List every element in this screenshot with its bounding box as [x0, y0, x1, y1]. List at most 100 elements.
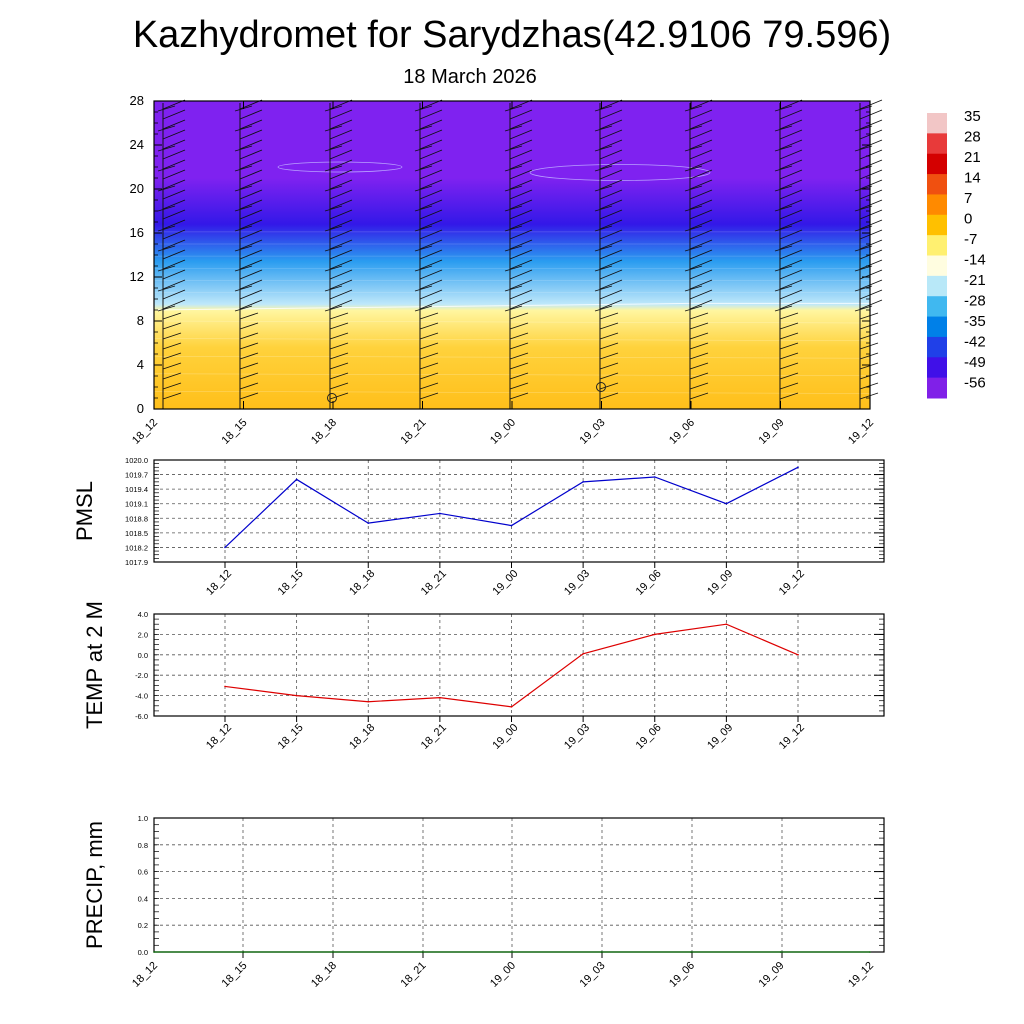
wind-barb — [689, 289, 713, 300]
wind-barb — [599, 199, 623, 210]
wind-barb — [779, 149, 803, 160]
wind-barb — [239, 259, 263, 270]
y-tick-label: 1018.2 — [125, 543, 148, 552]
contour-line — [153, 320, 871, 324]
data-point — [367, 700, 370, 703]
wind-barb — [689, 199, 713, 210]
wind-barb — [779, 139, 803, 150]
wind-barb — [689, 149, 713, 160]
wind-barb — [599, 179, 623, 190]
colorbar-label: -49 — [964, 354, 986, 371]
wind-barb — [329, 119, 353, 130]
colorbar-swatch — [927, 316, 947, 338]
panel-border — [153, 459, 885, 563]
wind-barb — [162, 299, 186, 310]
wind-barb — [594, 185, 613, 192]
y-tick-label: 2.0 — [138, 630, 148, 639]
wind-barb — [419, 149, 443, 160]
y-tick-label: 0.0 — [138, 651, 148, 660]
x-tick-label: 19_00 — [488, 960, 518, 990]
wind-barb — [329, 342, 349, 350]
wind-barb — [504, 185, 523, 192]
wind-barb — [162, 149, 186, 160]
x-tick-label: 18_21 — [399, 960, 429, 990]
y-tick-label: 8 — [137, 313, 144, 328]
colorbar-swatch — [927, 275, 947, 297]
wind-barb — [859, 169, 883, 180]
chart-title: Kazhydromet for Sarydzhas(42.9106 79.596… — [132, 14, 892, 56]
colorbar-swatch — [927, 336, 947, 358]
wind-barb — [419, 119, 443, 130]
wind-barb — [689, 159, 713, 170]
wind-barb — [239, 372, 259, 380]
wind-barb — [324, 245, 343, 252]
wind-barb — [509, 169, 533, 180]
x-tick-label: 19_03 — [562, 722, 592, 752]
colorbar-swatch — [927, 113, 947, 134]
wind-barb — [689, 362, 709, 370]
x-tick-label: 19_03 — [578, 417, 608, 447]
wind-barb — [234, 185, 253, 192]
calm-wind-marker — [327, 393, 337, 403]
wind-barb — [162, 179, 186, 190]
wind-barb — [509, 239, 533, 250]
wind-barb — [599, 259, 623, 270]
wind-barb — [329, 382, 349, 390]
wind-barb — [859, 342, 879, 350]
wind-barb — [779, 209, 803, 220]
wind-barb — [599, 362, 619, 370]
wind-barb — [774, 165, 793, 172]
wind-barb — [162, 169, 186, 180]
wind-barb — [854, 285, 873, 292]
wind-barb — [162, 139, 186, 150]
wind-barb — [234, 225, 253, 232]
wind-barb — [162, 109, 186, 120]
wind-barb — [234, 245, 253, 252]
wind-barb — [239, 159, 263, 170]
wind-barb — [324, 205, 343, 212]
wind-barb — [509, 279, 533, 290]
upper-contour — [277, 161, 403, 173]
wind-barb — [329, 259, 353, 270]
wind-barb — [324, 265, 343, 272]
wind-barb — [859, 99, 883, 110]
y-tick-label: 1017.9 — [125, 558, 148, 567]
wind-barb — [324, 225, 343, 232]
wind-barb — [239, 209, 263, 220]
wind-barb — [239, 239, 263, 250]
wind-barb — [239, 249, 263, 260]
wind-barb — [509, 199, 533, 210]
wind-barb — [414, 225, 433, 232]
x-tick-label: 18_15 — [220, 417, 250, 447]
wind-barb — [509, 229, 533, 240]
wind-barb — [157, 285, 176, 292]
wind-barb — [239, 219, 263, 230]
wind-barb — [689, 382, 709, 390]
wind-barb — [504, 285, 523, 292]
wind-barb — [509, 249, 533, 260]
wind-barb — [859, 239, 883, 250]
wind-barb — [162, 279, 186, 290]
wind-barb — [419, 299, 443, 310]
wind-barb — [419, 259, 443, 270]
wind-barb — [599, 332, 619, 340]
wind-barb — [689, 372, 709, 380]
wind-barb — [774, 245, 793, 252]
wind-barb — [419, 249, 443, 260]
x-tick-label: 18_18 — [309, 960, 339, 990]
wind-barb — [239, 279, 263, 290]
wind-barb — [774, 265, 793, 272]
wind-barb — [509, 119, 533, 130]
wind-barb — [599, 352, 619, 360]
x-tick-label: 18_12 — [204, 722, 234, 752]
data-point — [600, 951, 603, 953]
wind-barb — [859, 159, 883, 170]
data-point — [421, 951, 424, 953]
y-tick-label: 1018.8 — [125, 514, 148, 523]
wind-barb — [774, 185, 793, 192]
wind-barb — [239, 179, 263, 190]
data-point — [510, 524, 513, 527]
y-axis-label: PRECIP, mm — [82, 821, 107, 949]
wind-barb — [239, 189, 263, 200]
wind-barb — [689, 139, 713, 150]
